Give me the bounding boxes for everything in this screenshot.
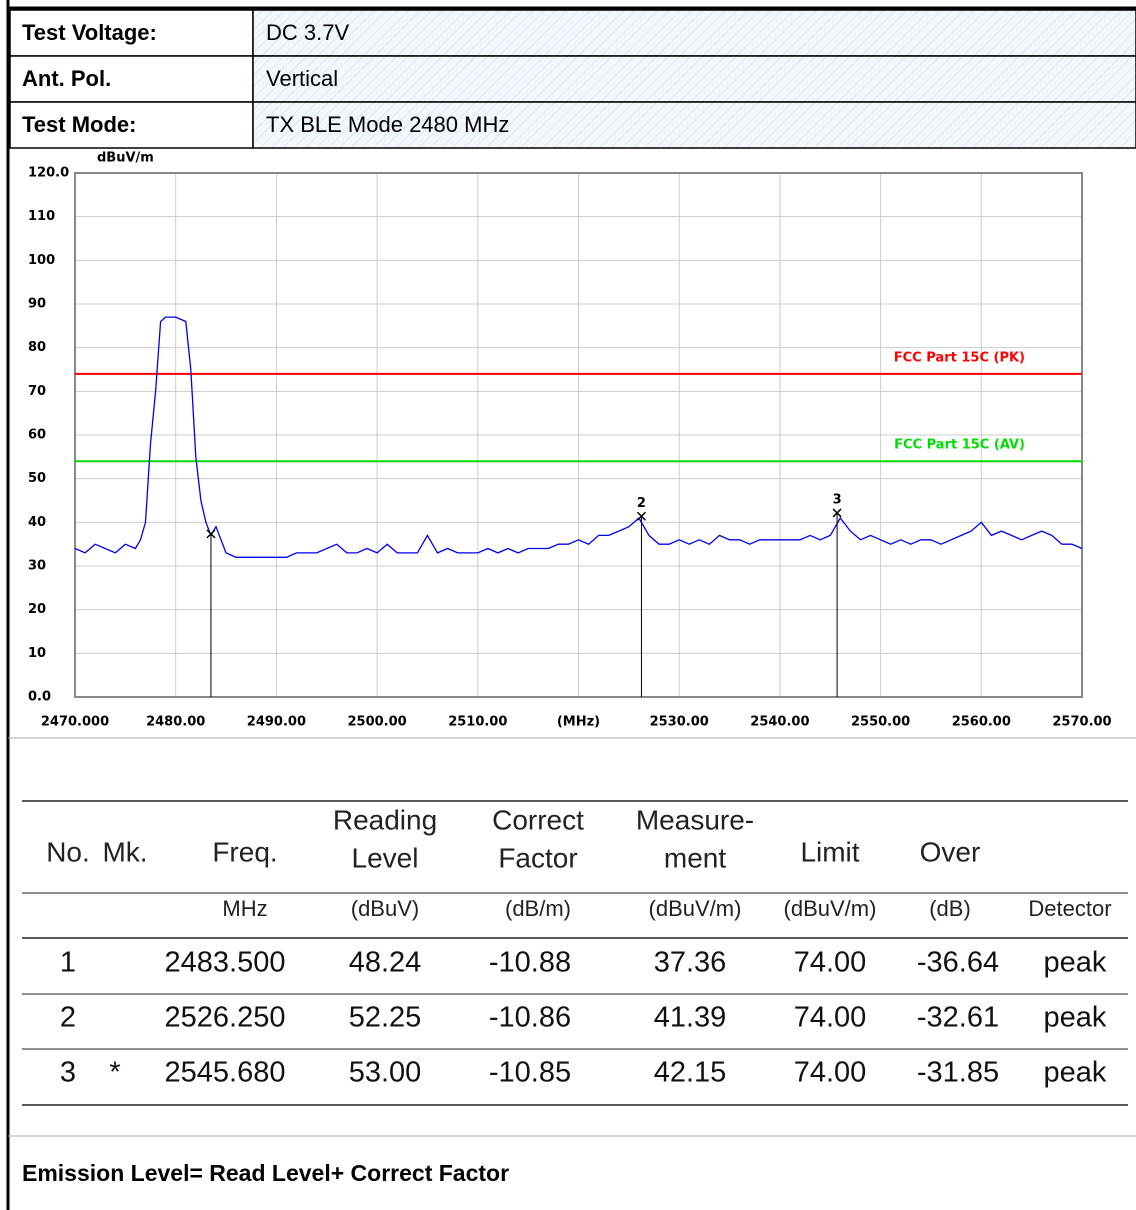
x-tick-label: 2570.00 [1052, 715, 1111, 730]
column-head: Correct [492, 804, 584, 835]
table-cell: peak [1044, 947, 1107, 979]
table-cell: -31.85 [917, 1057, 999, 1089]
trace [74, 316, 1083, 558]
table-cell: 2526.250 [165, 1002, 286, 1034]
y-tick-label: 50 [28, 471, 46, 486]
column-unit: (dBuV/m) [649, 896, 742, 921]
header-label: Test Voltage: [22, 20, 157, 45]
table-cell: 74.00 [794, 1057, 867, 1089]
column-unit: (dBuV/m) [784, 896, 877, 921]
column-head: Freq. [212, 836, 277, 867]
y-tick-label: 0.0 [28, 690, 51, 705]
x-tick-label: 2510.00 [448, 715, 507, 730]
column-unit: (dB) [929, 896, 971, 921]
table-cell: 53.00 [349, 1057, 422, 1089]
footer-note: Emission Level= Read Level+ Correct Fact… [22, 1160, 509, 1186]
table-cell: 3 [60, 1057, 76, 1089]
table-cell: 37.36 [654, 947, 727, 979]
column-unit: MHz [222, 896, 267, 921]
column-head: ment [664, 842, 726, 873]
x-tick-label: 2490.00 [247, 715, 306, 730]
marker-x [206, 529, 216, 539]
plot-frame [74, 172, 1083, 698]
y-tick-label: 110 [28, 209, 55, 224]
column-head: Reading [333, 804, 437, 835]
column-head: Factor [498, 842, 577, 873]
table-cell: 41.39 [654, 1002, 727, 1034]
limit-label: FCC Part 15C (PK) [894, 350, 1025, 365]
x-tick-label: (MHz) [557, 715, 600, 730]
column-head: Measure- [636, 804, 754, 835]
header-label: Ant. Pol. [22, 66, 111, 91]
table-cell: 48.24 [349, 947, 422, 979]
x-tick-label: 2540.00 [750, 715, 809, 730]
y-tick-label: 20 [28, 602, 46, 617]
column-head: Limit [800, 836, 859, 867]
x-tick-label: 2560.00 [952, 715, 1011, 730]
marker-x [636, 511, 646, 521]
table-cell: 2483.500 [165, 947, 286, 979]
y-tick-label: 90 [28, 297, 46, 312]
table-cell: 2 [60, 1002, 76, 1034]
y-tick-label: 60 [28, 428, 46, 443]
x-tick-label: 2530.00 [650, 715, 709, 730]
table-cell: 42.15 [654, 1057, 727, 1089]
x-tick-label: 2470.000 [41, 715, 109, 730]
table-cell: 52.25 [349, 1002, 422, 1034]
x-tick-label: 2480.00 [146, 715, 205, 730]
table-cell: peak [1044, 1057, 1107, 1089]
header-value: TX BLE Mode 2480 MHz [266, 112, 509, 137]
label-cell [9, 9, 254, 57]
table-cell: * [109, 1057, 120, 1089]
y-tick-label: 120.0 [28, 166, 69, 181]
header-label: Test Mode: [22, 112, 136, 137]
column-head: Over [920, 836, 981, 867]
limit-label: FCC Part 15C (AV) [894, 438, 1025, 453]
value-cell [252, 9, 1136, 57]
table-cell: 74.00 [794, 947, 867, 979]
value-cell [252, 55, 1136, 103]
header-value: DC 3.7V [266, 20, 349, 45]
y-unit: dBuV/m [97, 151, 154, 166]
column-unit: (dBuV) [351, 896, 419, 921]
y-tick-label: 100 [28, 253, 55, 268]
table-cell: -10.86 [489, 1002, 571, 1034]
y-tick-label: 70 [28, 384, 46, 399]
column-head: Level [352, 842, 419, 873]
table-cell: -10.88 [489, 947, 571, 979]
y-tick-label: 10 [28, 646, 46, 661]
marker-label: 2 [637, 496, 646, 511]
value-cell [252, 101, 1136, 149]
table-cell: 1 [60, 947, 76, 979]
table-cell: peak [1044, 1002, 1107, 1034]
column-unit: (dB/m) [505, 896, 571, 921]
label-cell [9, 101, 254, 149]
column-head: No. [46, 836, 90, 867]
x-tick-label: 2500.00 [347, 715, 406, 730]
marker-label: 3 [833, 492, 842, 507]
table-cell: -32.61 [917, 1002, 999, 1034]
table-cell: -10.85 [489, 1057, 571, 1089]
column-unit: Detector [1028, 896, 1111, 921]
table-cell: 2545.680 [165, 1057, 286, 1089]
column-head: Mk. [102, 836, 147, 867]
table-cell: 74.00 [794, 1002, 867, 1034]
y-tick-label: 30 [28, 559, 46, 574]
x-tick-label: 2550.00 [851, 715, 910, 730]
y-tick-label: 40 [28, 515, 46, 530]
table-cell: -36.64 [917, 947, 999, 979]
header-value: Vertical [266, 66, 338, 91]
marker-x [832, 508, 842, 518]
y-tick-label: 80 [28, 340, 46, 355]
